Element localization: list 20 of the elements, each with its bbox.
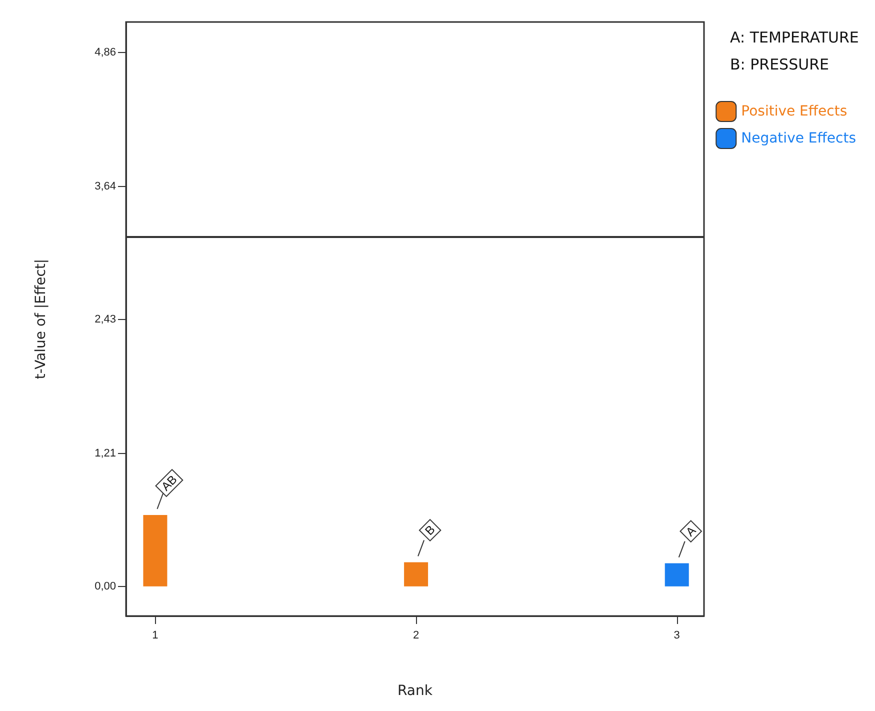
text: B: PRESSURE xyxy=(730,56,829,74)
x-tick-label: 3 xyxy=(674,630,680,642)
bar xyxy=(404,562,428,586)
annotation: AB xyxy=(158,472,180,494)
legend-label: Negative Effects xyxy=(741,130,856,146)
y-tick-label: 4,86 xyxy=(94,46,116,59)
x-axis-title: Rank xyxy=(398,683,434,699)
annotation: A xyxy=(683,524,699,540)
text: A: TEMPERATURE xyxy=(730,28,859,46)
y-tick-label: 1,21 xyxy=(94,448,116,460)
y-axis-title: t-Value of |Effect| xyxy=(33,258,49,380)
bar xyxy=(664,563,689,586)
y-tick-label: 0,00 xyxy=(94,580,116,592)
y-tick-label: 2,43 xyxy=(94,314,116,326)
x-tick-label: 2 xyxy=(412,630,420,642)
legend-label: Positive Effects xyxy=(741,104,848,120)
y-tick-label: 3,64 xyxy=(94,180,116,193)
bar xyxy=(143,514,168,586)
annotation: B xyxy=(422,522,438,538)
x-tick-label: 1 xyxy=(152,630,158,642)
